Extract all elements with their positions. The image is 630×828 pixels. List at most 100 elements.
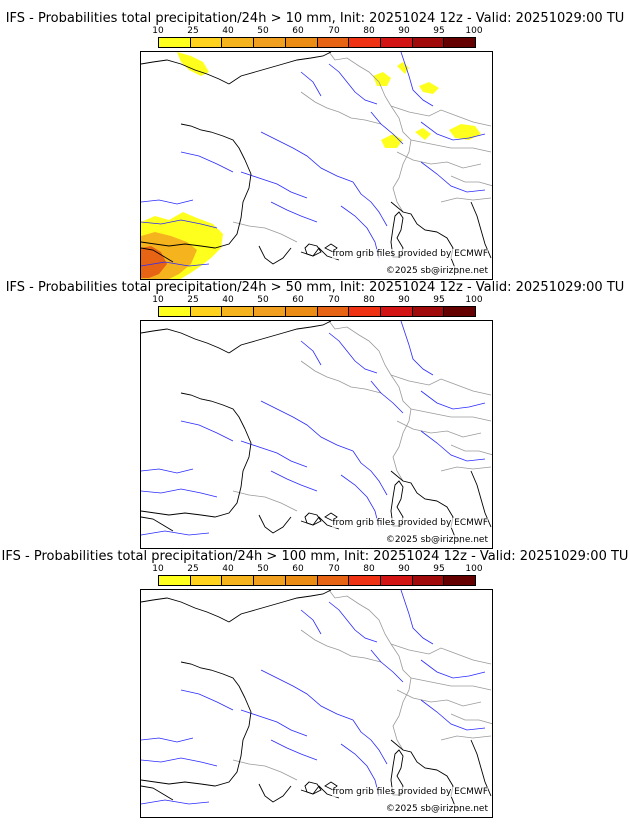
coastline xyxy=(390,201,438,233)
copyright-credit: ©2025 sb@irizpne.net xyxy=(385,266,488,276)
colorbar-segment xyxy=(317,38,350,47)
admin-border xyxy=(328,590,392,645)
river xyxy=(260,131,354,183)
coastline xyxy=(228,590,332,623)
admin-border xyxy=(232,490,298,512)
tick-label: 10 xyxy=(152,564,164,574)
tick-label: 50 xyxy=(257,26,269,36)
coastline xyxy=(304,781,322,795)
precip-area xyxy=(177,52,209,76)
map-frame: from grib files provided by ECMWF ©2025 … xyxy=(140,51,493,280)
colorbar-segment xyxy=(190,576,223,585)
admin-border xyxy=(450,444,492,456)
admin-border xyxy=(392,177,404,213)
colorbar-ticks: 10 25 40 50 60 70 80 90 95 100 xyxy=(152,295,482,305)
tick-label: 40 xyxy=(222,26,234,36)
admin-border xyxy=(390,374,492,396)
coastline xyxy=(141,597,230,623)
coastline xyxy=(200,428,252,518)
colorbar-segment xyxy=(254,576,286,585)
river xyxy=(420,430,486,462)
coastline xyxy=(141,247,174,263)
river xyxy=(141,799,210,805)
panel-title: IFS - Probabilities total precipitation/… xyxy=(5,280,625,295)
colorbar-segment xyxy=(317,576,350,585)
admin-border xyxy=(396,151,482,169)
source-credit: from grib files provided by ECMWF xyxy=(332,787,488,797)
tick-label: 70 xyxy=(328,295,340,305)
colorbar-segment xyxy=(444,576,476,585)
tick-label: 60 xyxy=(292,295,304,305)
admin-border xyxy=(390,105,492,127)
river xyxy=(420,161,486,193)
map-base xyxy=(141,590,492,813)
colorbar-segment xyxy=(285,38,318,47)
colorbar-segment xyxy=(159,576,191,585)
tick-label: 25 xyxy=(187,295,199,305)
river xyxy=(352,450,388,496)
map-base xyxy=(141,52,492,279)
river xyxy=(180,420,234,442)
tick-label: 50 xyxy=(257,295,269,305)
river xyxy=(352,181,388,227)
river xyxy=(420,659,486,679)
tick-label: 80 xyxy=(363,564,375,574)
river xyxy=(420,699,486,731)
coastline xyxy=(470,739,492,797)
panel-50mm: IFS - Probabilities total precipitation/… xyxy=(0,280,630,550)
river xyxy=(141,261,210,267)
coastline xyxy=(141,516,174,532)
river xyxy=(141,488,218,498)
river xyxy=(370,111,404,145)
admin-border xyxy=(440,466,492,472)
colorbar-segment xyxy=(159,38,191,47)
river xyxy=(270,470,318,492)
coastline xyxy=(180,123,246,161)
admin-border xyxy=(392,446,404,482)
coastline xyxy=(258,514,292,534)
coastline xyxy=(141,241,202,247)
river xyxy=(328,63,378,105)
coastline xyxy=(304,243,322,257)
coastline xyxy=(180,661,246,699)
coastline xyxy=(200,159,252,249)
river xyxy=(400,52,434,107)
colorbar-segment xyxy=(444,38,476,47)
coastline xyxy=(258,245,292,265)
colorbar-segment xyxy=(349,576,381,585)
admin-border xyxy=(232,759,298,781)
colorbar-ticks: 10 25 40 50 60 70 80 90 95 100 xyxy=(152,564,482,574)
coastline xyxy=(228,52,332,85)
river xyxy=(141,468,194,474)
river xyxy=(240,440,308,468)
tick-label: 60 xyxy=(292,26,304,36)
coastline xyxy=(141,510,202,516)
colorbar xyxy=(158,306,476,317)
tick-label: 95 xyxy=(433,564,445,574)
coastline xyxy=(258,783,292,803)
colorbar-segment xyxy=(380,307,413,316)
source-credit: from grib files provided by ECMWF xyxy=(332,249,488,259)
coastline xyxy=(304,512,322,526)
colorbar xyxy=(158,575,476,586)
admin-border xyxy=(300,360,382,394)
panel-title: IFS - Probabilities total precipitation/… xyxy=(1,549,629,564)
river xyxy=(420,121,486,141)
coastline xyxy=(470,201,492,259)
admin-border xyxy=(440,197,492,203)
river xyxy=(300,609,322,635)
coastline xyxy=(324,781,338,791)
colorbar-segment xyxy=(444,307,476,316)
tick-label: 60 xyxy=(292,564,304,574)
tick-label: 70 xyxy=(328,564,340,574)
river xyxy=(328,332,378,374)
source-credit: from grib files provided by ECMWF xyxy=(332,518,488,528)
colorbar-segment xyxy=(222,307,255,316)
coastline xyxy=(324,243,338,253)
admin-border xyxy=(440,735,492,741)
colorbar-segment xyxy=(349,307,381,316)
river xyxy=(352,719,388,765)
coastline xyxy=(228,321,332,354)
tick-label: 25 xyxy=(187,26,199,36)
admin-border xyxy=(328,52,392,107)
